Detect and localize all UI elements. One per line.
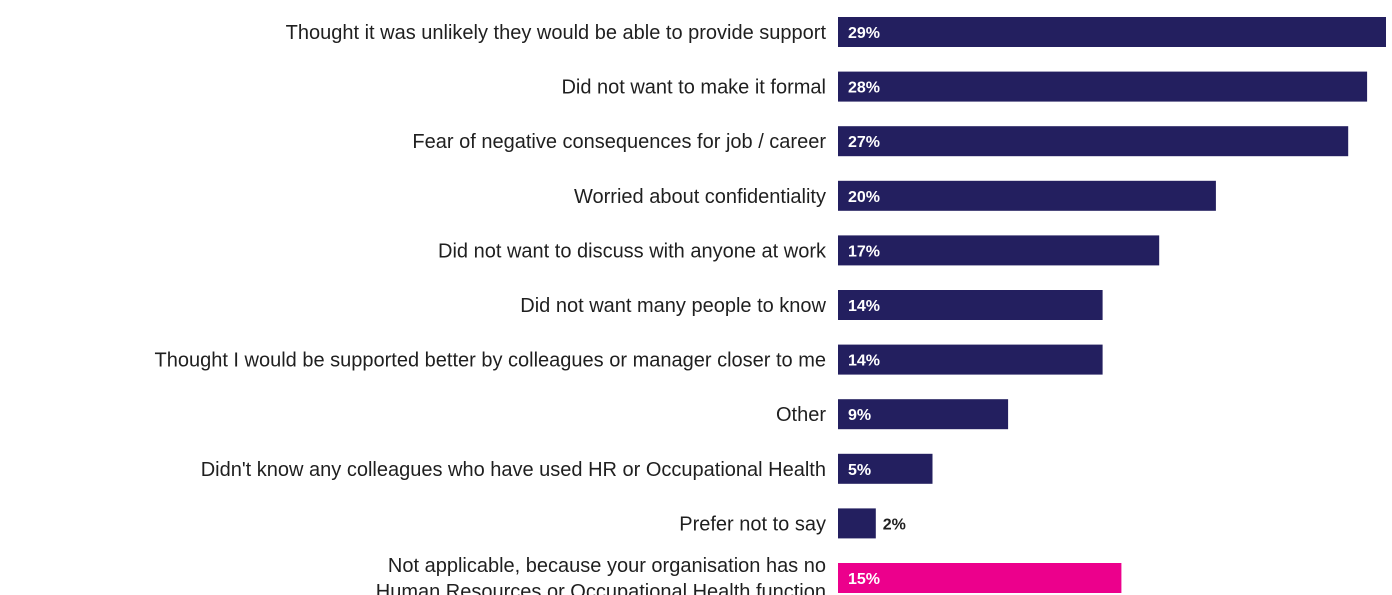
value-label-7: 9% bbox=[848, 407, 871, 424]
bars bbox=[838, 17, 1386, 593]
bar-6 bbox=[838, 344, 1103, 375]
bar-5 bbox=[838, 290, 1103, 320]
value-label-9: 2% bbox=[883, 516, 906, 533]
value-label-5: 14% bbox=[848, 298, 880, 315]
bar-9 bbox=[838, 508, 876, 539]
category-label-7: Other bbox=[776, 404, 826, 426]
value-labels: 29% 28% 27% 20% 17% 14% 14% 9% 5% 2% 15% bbox=[848, 25, 906, 588]
bar-8 bbox=[838, 453, 933, 484]
category-label-3: Worried about confidentiality bbox=[574, 186, 826, 208]
bar-3 bbox=[838, 180, 1216, 211]
value-label-8: 5% bbox=[848, 462, 871, 479]
value-label-2: 27% bbox=[848, 134, 880, 151]
category-label-5: Did not want many people to know bbox=[520, 295, 826, 317]
category-label-10: Not applicable, because your organisatio… bbox=[376, 555, 826, 595]
value-label-10: 15% bbox=[848, 571, 880, 588]
value-label-6: 14% bbox=[848, 353, 880, 370]
bar-0 bbox=[838, 17, 1386, 47]
bar-1 bbox=[838, 71, 1368, 102]
category-label-0: Thought it was unlikely they would be ab… bbox=[286, 22, 827, 44]
bar-4 bbox=[838, 235, 1160, 266]
category-label-2: Fear of negative consequences for job / … bbox=[412, 131, 826, 153]
category-label-4: Did not want to discuss with anyone at w… bbox=[438, 240, 827, 262]
value-label-1: 28% bbox=[848, 80, 880, 97]
category-label-1: Did not want to make it formal bbox=[561, 77, 826, 99]
category-labels: Thought it was unlikely they would be ab… bbox=[154, 22, 827, 595]
bar-10 bbox=[838, 563, 1122, 593]
category-label-6: Thought I would be supported better by c… bbox=[154, 350, 826, 372]
value-label-4: 17% bbox=[848, 243, 880, 260]
bar-7 bbox=[838, 399, 1009, 430]
bar-2 bbox=[838, 126, 1349, 157]
category-label-9: Prefer not to say bbox=[679, 513, 826, 535]
value-label-0: 29% bbox=[848, 25, 880, 42]
value-label-3: 20% bbox=[848, 189, 880, 206]
category-label-8: Didn't know any colleagues who have used… bbox=[201, 459, 826, 481]
